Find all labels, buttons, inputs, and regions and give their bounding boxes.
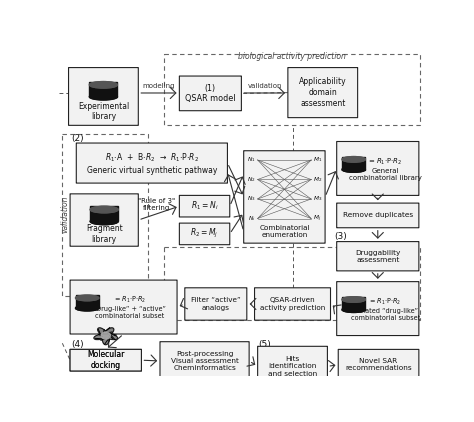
FancyBboxPatch shape <box>70 280 177 334</box>
Ellipse shape <box>90 218 118 225</box>
FancyBboxPatch shape <box>338 349 419 380</box>
FancyBboxPatch shape <box>185 288 247 320</box>
Ellipse shape <box>75 306 99 311</box>
Text: Molecular
docking: Molecular docking <box>87 350 125 370</box>
Text: $R_2 = M_j$: $R_2 = M_j$ <box>191 227 219 241</box>
Text: $M_3$: $M_3$ <box>313 195 323 203</box>
Text: Combinatorial
enumeration: Combinatorial enumeration <box>259 225 310 238</box>
Polygon shape <box>94 328 118 345</box>
Ellipse shape <box>342 297 365 302</box>
Text: Post-processing
Visual assessment
Cheminformatics: Post-processing Visual assessment Chemin… <box>171 351 238 371</box>
FancyBboxPatch shape <box>288 68 357 118</box>
Bar <box>90 206 118 222</box>
Text: validation: validation <box>247 83 282 89</box>
Ellipse shape <box>342 167 365 172</box>
Ellipse shape <box>342 307 365 312</box>
Text: Druggability
assessment: Druggability assessment <box>355 249 401 263</box>
Text: Molecular
docking: Molecular docking <box>87 350 125 370</box>
Ellipse shape <box>75 306 99 311</box>
FancyBboxPatch shape <box>179 223 230 245</box>
FancyBboxPatch shape <box>244 151 325 243</box>
FancyBboxPatch shape <box>337 203 419 228</box>
Text: $M_j$: $M_j$ <box>313 214 322 224</box>
Text: $N_2$: $N_2$ <box>246 175 255 184</box>
Text: Remove duplicates: Remove duplicates <box>343 212 413 219</box>
FancyBboxPatch shape <box>70 194 138 246</box>
Ellipse shape <box>90 81 118 88</box>
Ellipse shape <box>342 307 365 312</box>
Text: validation: validation <box>60 196 69 233</box>
Bar <box>342 157 365 170</box>
FancyBboxPatch shape <box>76 143 228 183</box>
FancyBboxPatch shape <box>258 346 328 387</box>
Bar <box>75 295 99 308</box>
Text: = $R_1$$\cdot$P$\cdot$$R_2$
“Drug-like” + “active”
combinatorial subset: = $R_1$$\cdot$P$\cdot$$R_2$ “Drug-like” … <box>93 295 166 319</box>
Polygon shape <box>101 332 110 339</box>
Bar <box>90 81 118 97</box>
Text: $N_i$: $N_i$ <box>248 214 255 223</box>
Text: Filter “active”
analogs: Filter “active” analogs <box>191 298 241 311</box>
Ellipse shape <box>342 297 365 302</box>
Text: (3): (3) <box>334 233 347 241</box>
Ellipse shape <box>342 157 365 162</box>
Text: $R_1 = N_i$: $R_1 = N_i$ <box>191 200 219 212</box>
FancyBboxPatch shape <box>255 288 330 320</box>
Ellipse shape <box>90 93 118 100</box>
Text: biological activity prediction: biological activity prediction <box>238 52 346 61</box>
Text: (2): (2) <box>72 134 84 143</box>
Ellipse shape <box>75 295 99 301</box>
Ellipse shape <box>90 81 118 88</box>
Text: (5): (5) <box>258 340 271 349</box>
Text: Novel SAR
recommendations: Novel SAR recommendations <box>345 358 412 371</box>
Text: $M_2$: $M_2$ <box>313 175 323 184</box>
Text: Fragment
library: Fragment library <box>86 224 123 243</box>
Text: $M_1$: $M_1$ <box>313 156 323 165</box>
FancyBboxPatch shape <box>70 349 141 371</box>
Text: Applicability
domain
assessment: Applicability domain assessment <box>299 77 346 108</box>
Ellipse shape <box>342 157 365 162</box>
Text: $N_3$: $N_3$ <box>246 195 255 203</box>
Text: $R_1$$\cdot$A  +  B$\cdot$$R_2$  →  $R_1$$\cdot$P$\cdot$$R_2$
Generic virtual sy: $R_1$$\cdot$A + B$\cdot$$R_2$ → $R_1$$\c… <box>87 151 217 175</box>
Text: modeling: modeling <box>143 83 175 89</box>
Text: QSAR-driven
activity prediction: QSAR-driven activity prediction <box>260 298 325 311</box>
Ellipse shape <box>90 218 118 225</box>
Text: $N_1$: $N_1$ <box>247 156 255 165</box>
FancyBboxPatch shape <box>179 195 230 217</box>
FancyBboxPatch shape <box>160 342 249 380</box>
Ellipse shape <box>342 167 365 172</box>
FancyBboxPatch shape <box>337 241 419 271</box>
Text: (4): (4) <box>72 340 84 349</box>
Text: Experimental
library: Experimental library <box>78 102 129 121</box>
FancyBboxPatch shape <box>69 68 138 125</box>
Text: = $R_1$$\cdot$P$\cdot$$R_2$
General
combinatorial library: = $R_1$$\cdot$P$\cdot$$R_2$ General comb… <box>349 156 422 181</box>
FancyBboxPatch shape <box>337 281 419 335</box>
FancyBboxPatch shape <box>337 141 419 195</box>
Ellipse shape <box>90 93 118 100</box>
FancyBboxPatch shape <box>70 349 141 371</box>
Ellipse shape <box>90 206 118 213</box>
Text: Hits
identification
and selection: Hits identification and selection <box>268 356 317 376</box>
Ellipse shape <box>75 295 99 301</box>
FancyBboxPatch shape <box>179 76 241 111</box>
Text: = $R_1$$\cdot$P$\cdot$$R_2$
Isolated “drug-like”
combinatorial subset: = $R_1$$\cdot$P$\cdot$$R_2$ Isolated “dr… <box>351 297 420 321</box>
Text: (1)
QSAR model: (1) QSAR model <box>185 84 236 103</box>
Bar <box>342 297 365 310</box>
Text: "Rule of 3"
filtering: "Rule of 3" filtering <box>137 198 175 211</box>
Ellipse shape <box>90 206 118 213</box>
